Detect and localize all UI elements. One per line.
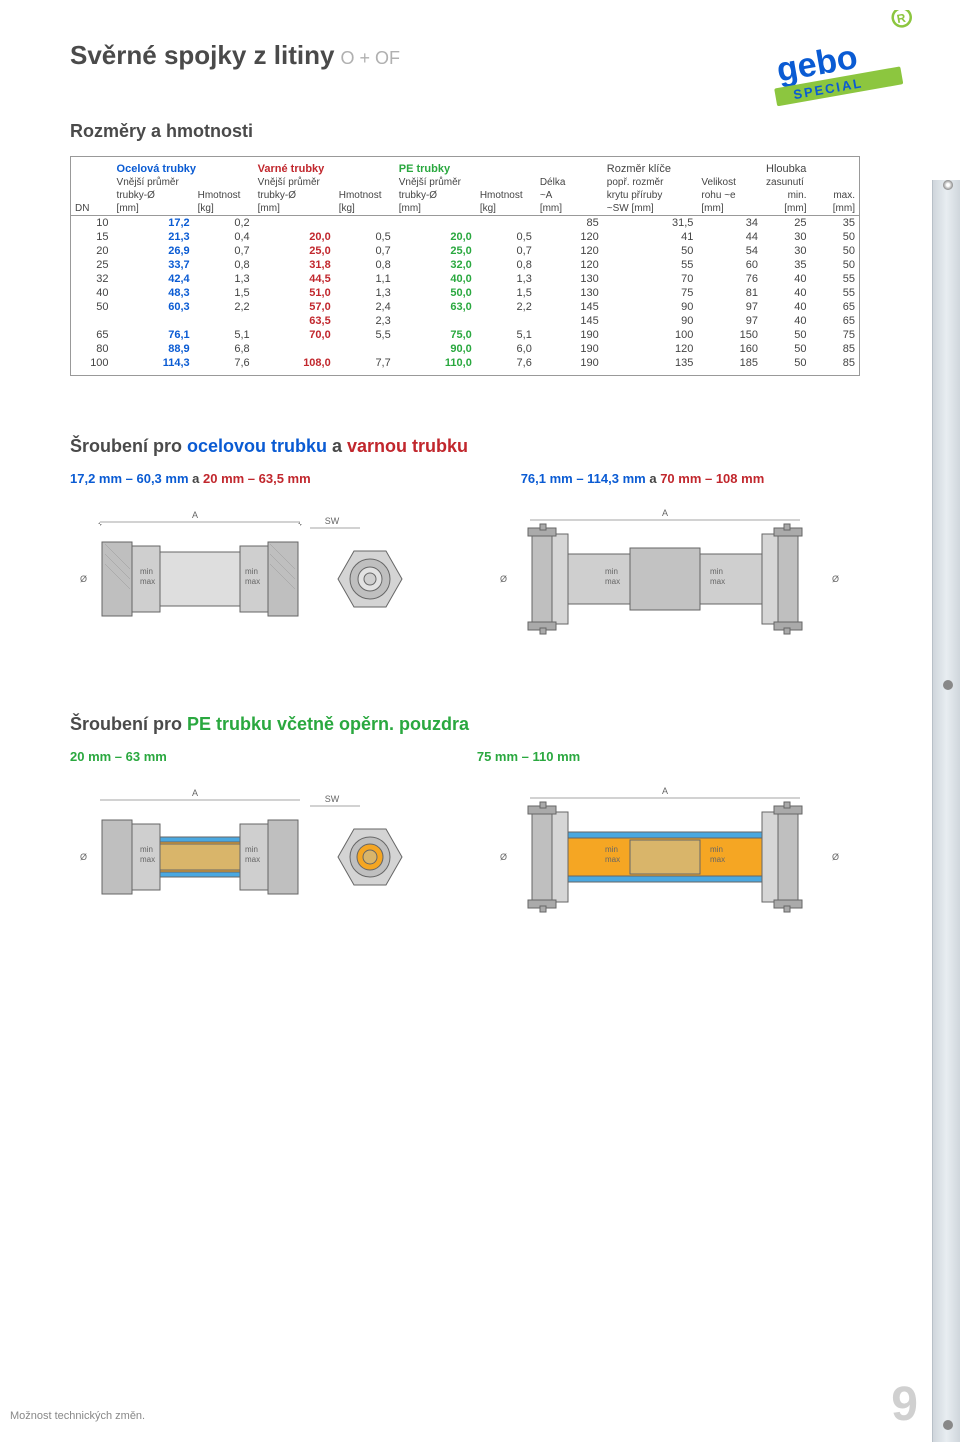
diagram-pe-small: A SW min max min max Ø <box>70 782 440 932</box>
svg-text:min: min <box>710 845 723 854</box>
table-row: 3242,41,344,51,140,01,313070764055 <box>71 272 859 286</box>
svg-text:Ø: Ø <box>80 574 87 584</box>
svg-text:max: max <box>140 855 155 864</box>
col-group-steel: Ocelová trubky <box>113 157 254 176</box>
col-group-pe: PE trubky <box>395 157 536 176</box>
table-row: 8088,96,890,06,01901201605085 <box>71 342 859 356</box>
dimensions-table: Ocelová trubky Varné trubky PE trubky Ro… <box>70 156 860 376</box>
svg-text:A: A <box>192 510 198 520</box>
svg-text:min: min <box>245 845 258 854</box>
section-subtitle: Rozměry a hmotnosti <box>70 121 890 142</box>
svg-text:max: max <box>605 577 620 586</box>
svg-text:SW: SW <box>325 794 340 804</box>
svg-text:SW: SW <box>325 516 340 526</box>
table-row: 2026,90,725,00,725,00,712050543050 <box>71 244 859 258</box>
svg-text:max: max <box>710 577 725 586</box>
section2-title: Šroubení pro PE trubku včetně opěrn. pou… <box>70 714 890 735</box>
svg-text:min: min <box>245 567 258 576</box>
svg-text:min: min <box>140 845 153 854</box>
table-row: 1521,30,420,00,520,00,512041443050 <box>71 230 859 244</box>
table-row: 4048,31,551,01,350,01,513075814055 <box>71 286 859 300</box>
section1-title: Šroubení pro ocelovou trubku a varnou tr… <box>70 436 890 457</box>
svg-text:min: min <box>605 845 618 854</box>
table-row: 63,52,314590974065 <box>71 314 859 328</box>
svg-text:A: A <box>662 508 668 518</box>
diagram-steel-large: A min max min max Ø <box>480 504 850 654</box>
svg-text:Ø: Ø <box>832 852 839 862</box>
table-row: 100114,37,6108,07,7110,07,61901351855085 <box>71 356 859 375</box>
binder-sidebar <box>932 180 960 1442</box>
section2-ranges: 20 mm – 63 mm 75 mm – 110 mm <box>70 749 890 764</box>
svg-text:Ø: Ø <box>500 574 507 584</box>
svg-text:max: max <box>605 855 620 864</box>
svg-text:R: R <box>896 11 907 26</box>
footer-note: Možnost technických změn. <box>10 1410 145 1422</box>
svg-text:Ø: Ø <box>500 852 507 862</box>
svg-text:min: min <box>140 567 153 576</box>
svg-text:A: A <box>662 786 668 796</box>
table-row: 1017,20,28531,5342535 <box>71 216 859 231</box>
diagram-pe-large: A min max min max Ø Ø <box>480 782 850 932</box>
page-title: Svěrné spojky z litinyO + OF <box>70 40 890 71</box>
table-row: 5060,32,257,02,463,02,214590974065 <box>71 300 859 314</box>
svg-text:min: min <box>710 567 723 576</box>
section1-ranges: 17,2 mm – 60,3 mm a 20 mm – 63,5 mm 76,1… <box>70 471 890 486</box>
svg-text:min: min <box>605 567 618 576</box>
page-number: 9 <box>891 1377 918 1432</box>
svg-text:A: A <box>192 788 198 798</box>
svg-text:Ø: Ø <box>832 574 839 584</box>
svg-text:max: max <box>245 577 260 586</box>
svg-text:max: max <box>140 577 155 586</box>
col-group-varn: Varné trubky <box>254 157 395 176</box>
diagram-steel-small: A SW min max min max Ø <box>70 504 440 654</box>
svg-text:Ø: Ø <box>80 852 87 862</box>
table-row: 6576,15,170,05,575,05,11901001505075 <box>71 328 859 342</box>
svg-text:max: max <box>245 855 260 864</box>
svg-text:max: max <box>710 855 725 864</box>
table-row: 2533,70,831,80,832,00,812055603550 <box>71 258 859 272</box>
